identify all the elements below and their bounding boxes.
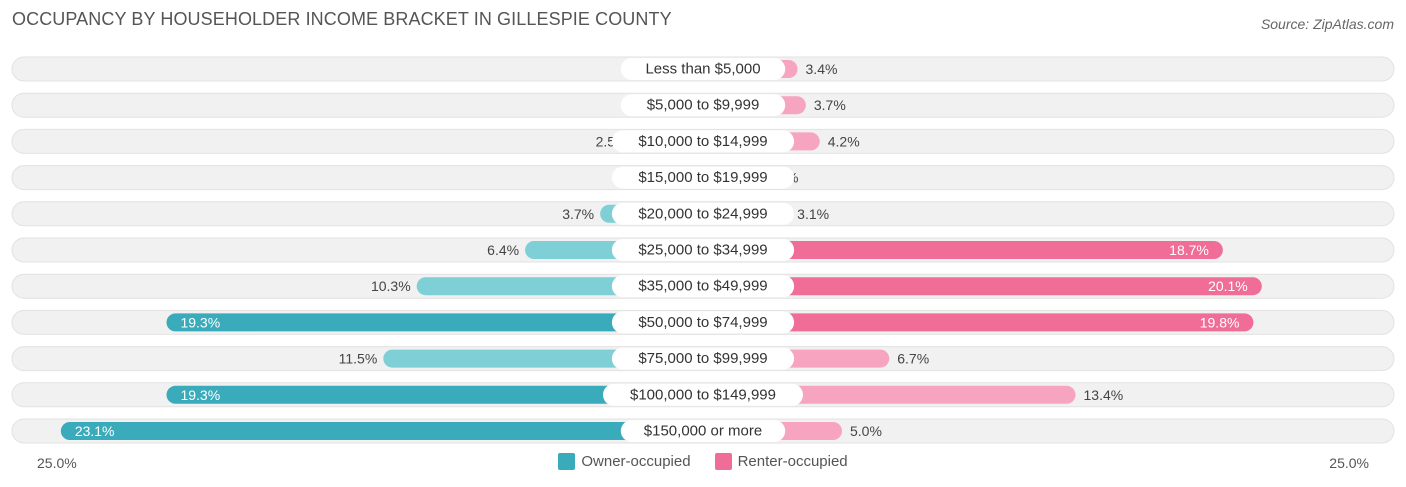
category-label: $75,000 to $99,999 bbox=[638, 350, 767, 367]
category-pill bbox=[611, 239, 795, 261]
legend-item-renter[interactable]: Renter-occupied bbox=[714, 453, 848, 470]
owner-value-label: 19.3% bbox=[180, 314, 220, 330]
owner-value-label: 23.1% bbox=[75, 423, 115, 439]
renter-value-label: 6.7% bbox=[897, 351, 929, 367]
renter-value-label: 4.2% bbox=[828, 133, 860, 149]
legend-item-owner[interactable]: Owner-occupied bbox=[558, 453, 691, 470]
category-pill bbox=[603, 383, 803, 406]
axis-left-label: 25.0% bbox=[37, 455, 77, 471]
renter-bar bbox=[703, 313, 1254, 332]
diverging-bar-chart: 1.4%3.4%Less than $5,0000.79%3.7%$5,000 … bbox=[11, 56, 1395, 444]
owner-bar bbox=[166, 385, 703, 404]
category-label: Less than $5,000 bbox=[645, 61, 760, 78]
owner-value-label: 19.3% bbox=[180, 387, 220, 403]
category-pill bbox=[611, 347, 795, 370]
chart-title: OCCUPANCY BY HOUSEHOLDER INCOME BRACKET … bbox=[12, 9, 672, 29]
category-label: $10,000 to $14,999 bbox=[638, 133, 767, 150]
chart-source: Source: ZipAtlas.com bbox=[1260, 16, 1394, 32]
category-pill bbox=[611, 166, 795, 189]
legend: Owner-occupied Renter-occupied bbox=[0, 453, 1406, 470]
owner-value-label: 6.4% bbox=[487, 242, 519, 258]
owner-bar bbox=[60, 422, 703, 440]
owner-value-label: 3.7% bbox=[562, 206, 594, 222]
category-pill bbox=[611, 130, 795, 153]
owner-value-label: 10.3% bbox=[371, 278, 411, 294]
owner-bar bbox=[166, 313, 703, 332]
renter-value-label: 5.0% bbox=[850, 423, 882, 439]
renter-swatch-icon bbox=[714, 453, 732, 470]
category-pill bbox=[620, 420, 786, 442]
renter-value-label: 3.4% bbox=[806, 61, 838, 77]
legend-renter-label: Renter-occupied bbox=[737, 453, 848, 470]
category-pill bbox=[620, 58, 786, 80]
category-label: $50,000 to $74,999 bbox=[638, 314, 767, 331]
category-pill bbox=[611, 275, 795, 298]
category-label: $25,000 to $34,999 bbox=[638, 242, 767, 259]
category-label: $20,000 to $24,999 bbox=[638, 205, 767, 222]
renter-value-label: 19.8% bbox=[1200, 314, 1240, 330]
owner-swatch-icon bbox=[558, 453, 576, 470]
category-label: $15,000 to $19,999 bbox=[638, 169, 767, 186]
renter-bar bbox=[703, 241, 1223, 259]
renter-value-label: 18.7% bbox=[1169, 242, 1209, 258]
renter-value-label: 3.7% bbox=[814, 97, 846, 113]
category-pill bbox=[611, 202, 795, 225]
owner-value-label: 11.5% bbox=[339, 351, 378, 367]
category-label: $5,000 to $9,999 bbox=[647, 97, 760, 114]
renter-bar bbox=[703, 277, 1262, 296]
category-label: $150,000 or more bbox=[644, 423, 762, 440]
renter-value-label: 3.1% bbox=[797, 206, 829, 222]
category-label: $100,000 to $149,999 bbox=[630, 386, 776, 403]
axis-right-label: 25.0% bbox=[1329, 455, 1369, 471]
category-label: $35,000 to $49,999 bbox=[638, 278, 767, 295]
category-pill bbox=[620, 94, 786, 117]
category-pill bbox=[611, 311, 795, 334]
renter-value-label: 20.1% bbox=[1208, 278, 1248, 294]
renter-value-label: 13.4% bbox=[1084, 387, 1124, 403]
legend-owner-label: Owner-occupied bbox=[581, 453, 691, 470]
